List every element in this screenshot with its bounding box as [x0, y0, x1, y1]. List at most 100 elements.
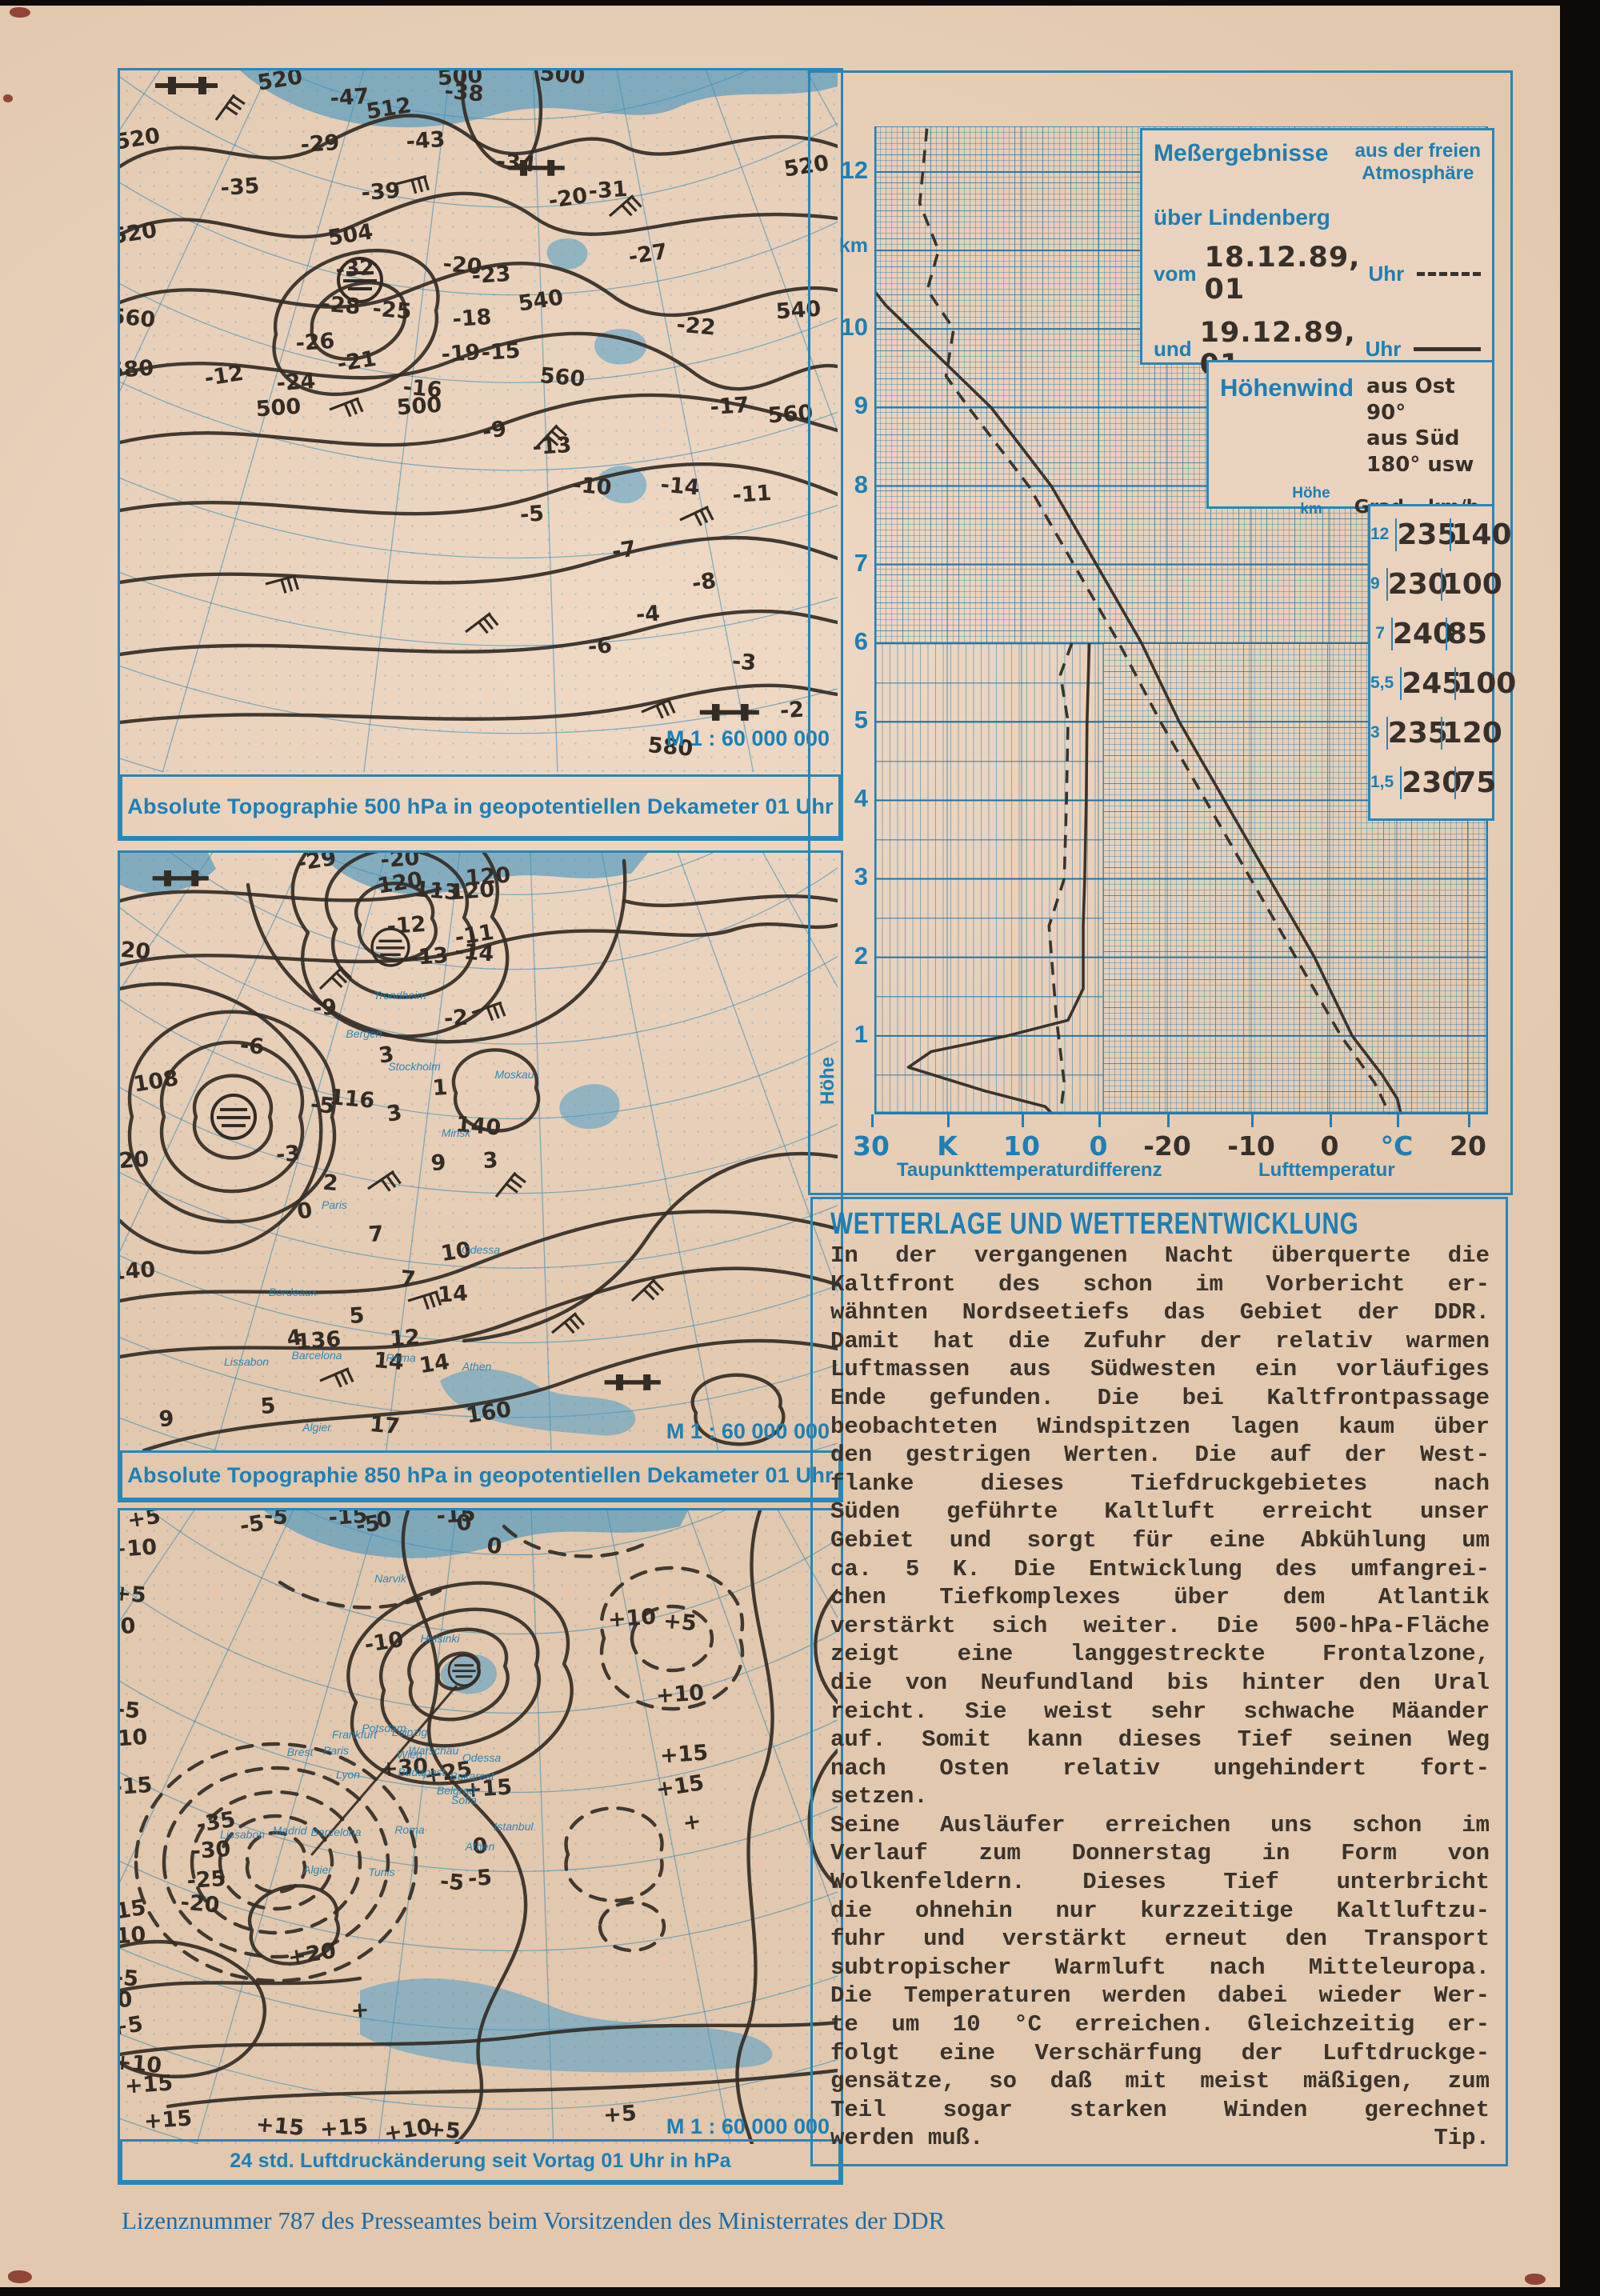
- weather-report-text: WETTERLAGE UND WETTERENTWICKLUNG In der …: [813, 1199, 1506, 2153]
- city-label: Budapest: [398, 1766, 446, 1778]
- contour-label: -24: [275, 368, 317, 397]
- contour-label: -12: [202, 360, 246, 392]
- upper-wind-row: 3 235 120: [1370, 708, 1502, 758]
- legend-subtitle-line1: aus der freien: [1354, 140, 1481, 162]
- contour-label: -29: [299, 130, 341, 158]
- report-line: setzen.: [830, 1783, 928, 1810]
- map-500hpa-svg: [120, 70, 838, 772]
- x-axis-tick-labels: 30 K 10 0 -20 -10 0 °C 20: [810, 1114, 1510, 1170]
- upper-wind-cell: 3: [1370, 723, 1380, 742]
- report-line: Verlauf zum Donnerstag in Form von: [830, 1840, 1490, 1867]
- upper-wind-note: aus Ost 90° aus Süd 180° usw: [1366, 374, 1482, 478]
- city-label: Istanbul: [494, 1820, 534, 1833]
- y-tick-12: 12: [840, 155, 868, 184]
- map-850hpa-area: -29 -20 120 120 120 113 120 -12 -11 -13 -9 -6 108 120…: [120, 853, 841, 1450]
- contour-label: -25: [371, 296, 413, 325]
- x-tick-label-20: 20: [1450, 1130, 1486, 1162]
- contour-label: -34: [495, 149, 537, 178]
- report-line: Süden geführte Kaltluft erreicht unser: [830, 1498, 1490, 1526]
- city-label: Lyon: [335, 1768, 361, 1781]
- x-tick-label-K: K: [937, 1130, 958, 1162]
- map-500hpa-caption-box: Absolute Topographie 500 hPa in geopoten…: [120, 774, 841, 838]
- upper-wind-cell: 7: [1375, 624, 1385, 642]
- weather-report-panel: WETTERLAGE UND WETTERENTWICKLUNG In der …: [810, 1197, 1508, 2166]
- upper-wind-cell: 75: [1454, 766, 1501, 799]
- y-tick-9: 9: [854, 391, 868, 420]
- map-pressure-change-area: +5 +10 +5 0 -5 -5 -15 -15 -5 0 0 0 -10 +10 +5 +10 +15 -5-…: [120, 1510, 841, 2144]
- x-axis-right-title: Lufttemperatur: [1258, 1159, 1395, 1181]
- report-line: te um 10 °C erreichen. Gleichzeitig er-: [830, 2011, 1490, 2038]
- city-label: Moskau: [494, 1068, 534, 1081]
- report-line: gensätze, so daß mit meist mäßigen, zum: [830, 2068, 1490, 2095]
- contour-label: 560: [538, 363, 586, 392]
- y-tick-4: 4: [854, 784, 868, 813]
- city-label: Algier: [303, 1863, 332, 1876]
- contour-label: 560: [766, 400, 814, 429]
- contour-label: -10: [571, 472, 613, 501]
- report-line: Seine Ausläufer erreichen uns schon im: [830, 1811, 1490, 1838]
- map-500hpa-contour-labels: 520 500 500 -47 512 -38 -43 -29 520 -39 -35 -34 504 -…: [120, 70, 841, 772]
- legend-station: über Lindenberg: [1154, 205, 1330, 230]
- y-tick-2: 2: [854, 941, 868, 970]
- x-tick-label-10: 10: [1003, 1130, 1040, 1162]
- upper-wind-cell: 100: [1454, 666, 1521, 700]
- contour-label: -32: [334, 254, 376, 283]
- contour-label: -8: [690, 568, 718, 597]
- report-line: zeigt eine langgestreckte Frontalzone,: [830, 1641, 1490, 1668]
- report-line: ca. 5 K. Die Entwicklung des umfangrei-: [830, 1555, 1490, 1582]
- report-line: fuhr und verstärkt erneut den Transport: [830, 1926, 1490, 1953]
- city-label: Lissabon: [219, 1828, 266, 1841]
- map-500hpa-scale-label: M 1 : 60 000 000: [666, 726, 830, 750]
- city-label: Frankfurt: [331, 1728, 378, 1741]
- city-label: Stockholm: [388, 1060, 441, 1073]
- upper-wind-cell: 245: [1400, 666, 1462, 700]
- x-tick-mark: [1468, 1114, 1470, 1127]
- legend-title-row: Meßergebnisse aus der freien Atmosphäre: [1142, 130, 1492, 184]
- city-label: Athen: [465, 1840, 495, 1853]
- upper-wind-cell: 12: [1370, 525, 1390, 543]
- contour-label: 580: [120, 355, 155, 384]
- x-tick-label-30: 30: [853, 1130, 890, 1162]
- upper-wind-cell: 85: [1445, 617, 1492, 650]
- sounding-panel: 12 km 10 9 8 7 6 5 4 3 2 1 Höhe 30 K 10 0 -20 -10 0 °C 20 T…: [808, 70, 1516, 1195]
- map-pressure-change-city-labels: Narvik Helsinki Paris Brest Potsdam Leipzig Fr…: [120, 1510, 841, 2144]
- report-line: Gebiet und sorgt für eine Abkühlung um: [830, 1526, 1490, 1554]
- report-line: beobachteten Windspitzen lagen kaum über: [830, 1413, 1490, 1440]
- city-label: Trondheim: [374, 989, 426, 1002]
- city-label: Odessa: [461, 1243, 501, 1256]
- contour-label: -27: [626, 238, 670, 270]
- x-tick-mark: [1022, 1114, 1024, 1127]
- city-label: Minsk: [441, 1126, 471, 1139]
- upper-wind-cell: 230: [1386, 567, 1448, 601]
- city-label: Narvik: [374, 1572, 406, 1585]
- y-tick-1: 1: [854, 1019, 868, 1048]
- y-axis-title: Höhe: [817, 1057, 838, 1105]
- scan-edge-bottom: [0, 2287, 1600, 2296]
- y-tick-8: 8: [854, 470, 868, 498]
- upper-wind-row: 7 240 85: [1370, 609, 1492, 658]
- upper-wind-row: 1,5 230 75: [1370, 758, 1496, 807]
- contour-label: -9: [480, 416, 509, 445]
- upper-wind-cell: 5,5: [1370, 674, 1394, 692]
- map-pressure-change-caption-box: 24 std. Luftdruckänderung seit Vortag 01…: [120, 2139, 841, 2182]
- y-tick-10: 10: [840, 313, 868, 342]
- legend-date1-row: vom 18.12.89, 01 Uhr: [1142, 230, 1492, 306]
- x-tick-label-0: 0: [1089, 1130, 1108, 1162]
- upper-wind-cell: 120: [1440, 716, 1507, 750]
- city-label: Bukarest: [450, 1770, 494, 1782]
- report-line: Ende gefunden. Die bei Kaltfrontpassage: [830, 1384, 1490, 1411]
- map-pressure-change-caption: 24 std. Luftdruckänderung seit Vortag 01…: [230, 2149, 731, 2172]
- contour-label: -6: [586, 633, 614, 660]
- upper-wind-cell: 240: [1390, 617, 1454, 650]
- contour-label: -47: [329, 83, 370, 112]
- contour-label: -23: [470, 261, 512, 290]
- city-label: Roma: [394, 1823, 425, 1836]
- y-tick-3: 3: [854, 862, 868, 891]
- legend-subtitle: aus der freien Atmosphäre: [1355, 140, 1481, 184]
- contour-label: -38: [443, 78, 485, 107]
- city-label: Roma: [386, 1351, 416, 1364]
- upper-wind-note1: aus Ost 90°: [1366, 374, 1455, 425]
- report-line: verstärkt sich weiter. Die 500-hPa-Fläch…: [830, 1612, 1490, 1639]
- upper-wind-cell: 140: [1450, 518, 1516, 551]
- contour-label: 520: [255, 70, 305, 96]
